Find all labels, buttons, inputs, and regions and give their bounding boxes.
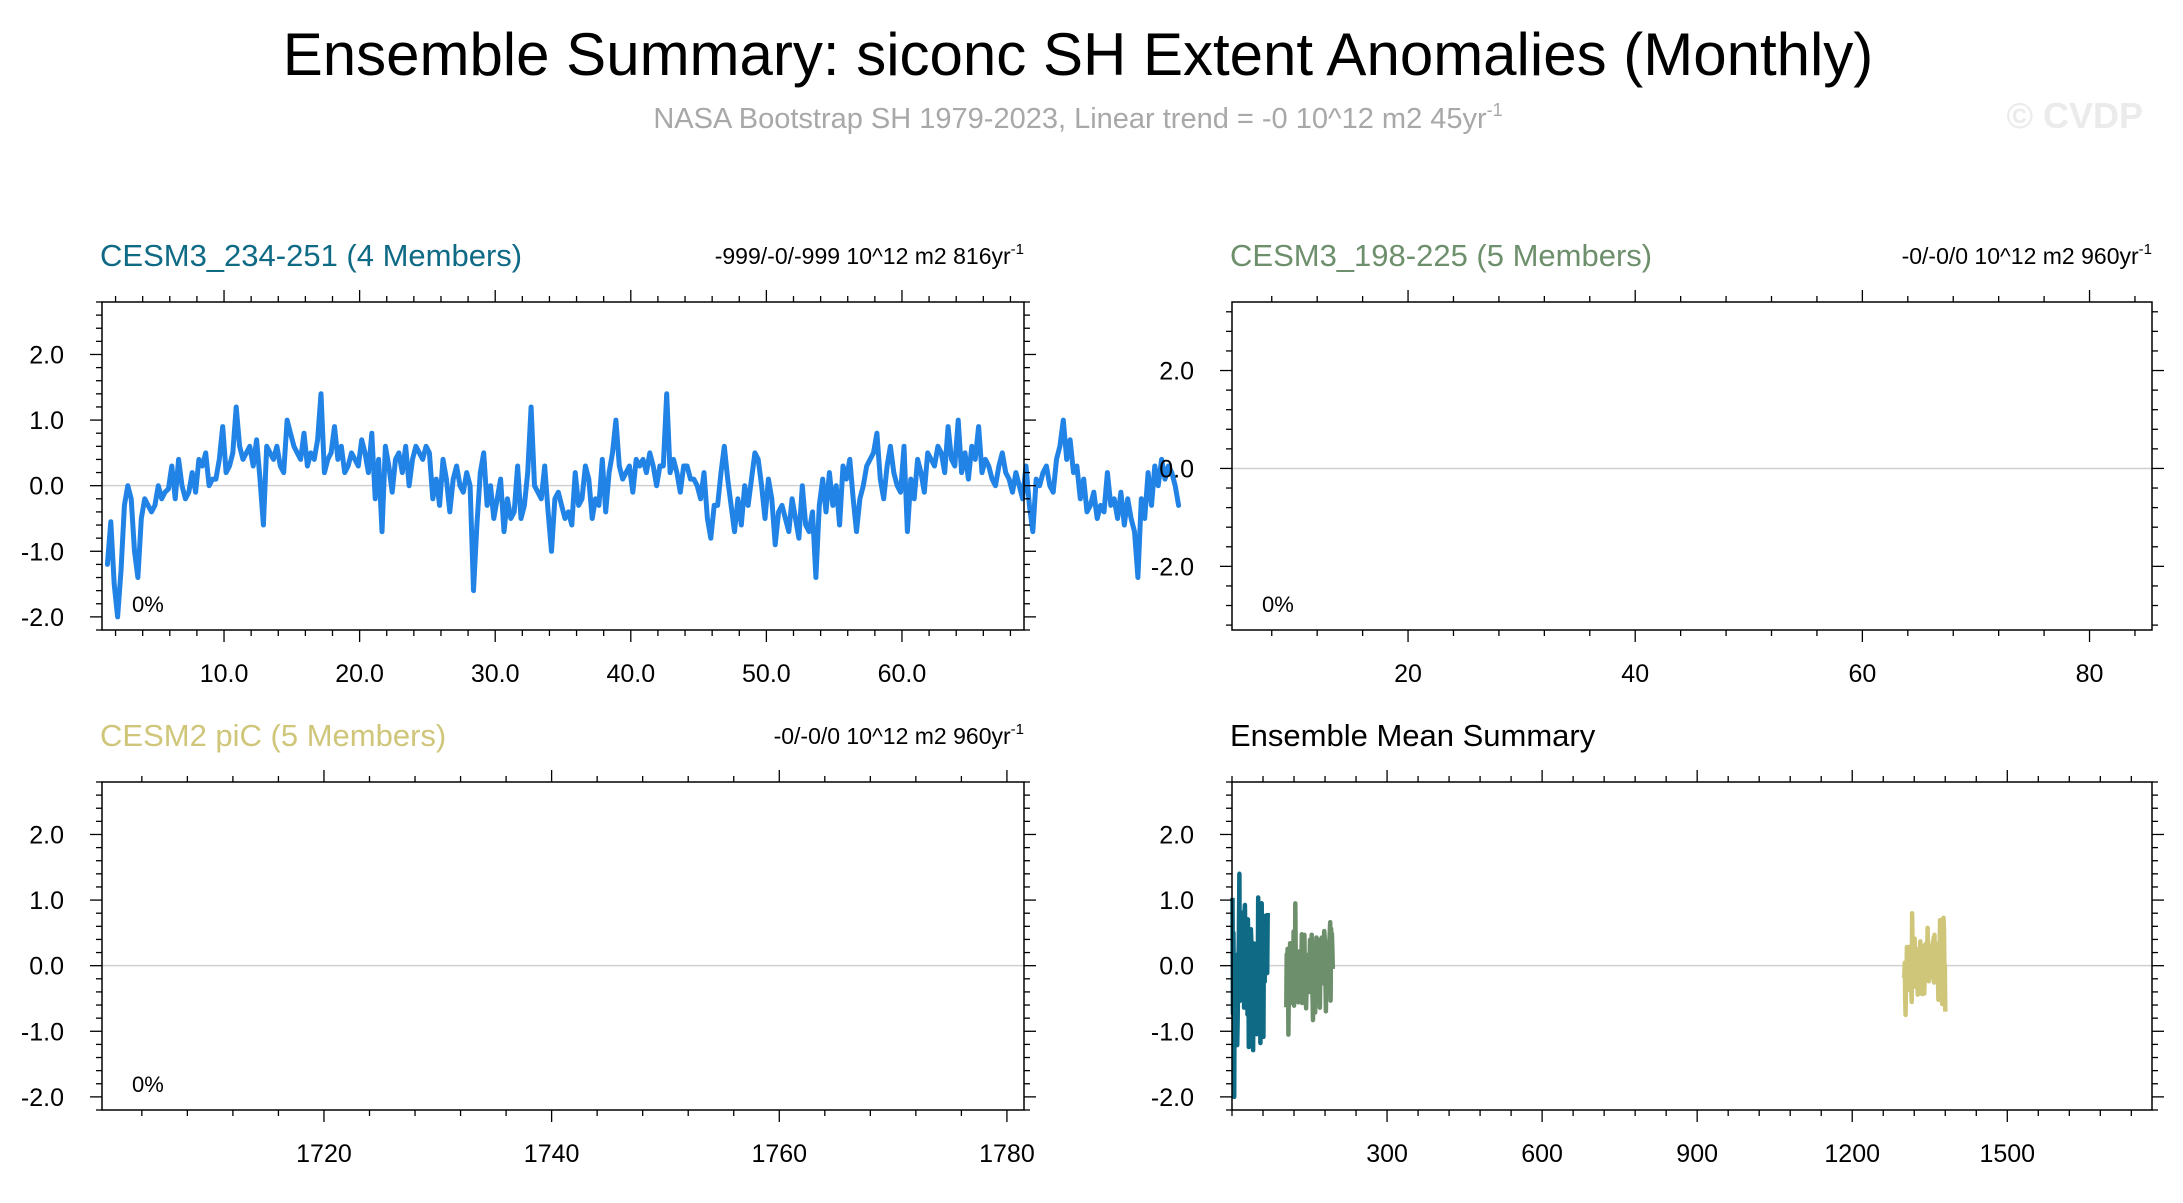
cesm3-198-225-trend-label: -0/-0/0 10^12 m2 960yr-1 xyxy=(1902,241,2152,269)
ensemble-mean-ytick-label: -2.0 xyxy=(1151,1084,1194,1112)
cesm2-pic-plot-frame xyxy=(101,781,1025,1111)
cesm3-234-251-trend-label: -999/-0/-999 10^12 m2 816yr-1 xyxy=(715,241,1024,269)
cesm2-pic-ytick-label: -2.0 xyxy=(21,1084,64,1112)
cesm3-198-225-trend-text: -0/-0/0 10^12 m2 960yr xyxy=(1902,243,2139,269)
cesm3-198-225-plot-frame xyxy=(1231,301,2153,631)
cesm3-198-225-ytick-label: 2.0 xyxy=(1159,358,1194,386)
cesm3-234-251-trend-text: -999/-0/-999 10^12 m2 816yr xyxy=(715,243,1011,269)
cesm3-198-225-xtick-label: 40 xyxy=(1621,660,1649,688)
cesm2-pic-trend-sup: -1 xyxy=(1011,721,1024,738)
ensemble-mean-ytick-label: 0.0 xyxy=(1159,953,1194,981)
cesm3-234-251-percent-label: 0% xyxy=(132,592,164,617)
cesm3-198-225-trend-sup: -1 xyxy=(2139,241,2152,258)
ensemble-mean-plot-frame xyxy=(1231,781,2153,1111)
cesm3-234-251-title: CESM3_234-251 (4 Members) xyxy=(100,238,522,273)
cesm2-pic-xtick-label: 1740 xyxy=(524,1140,580,1168)
ensemble-mean-xtick-label: 1500 xyxy=(1979,1140,2035,1168)
figure-subtitle-sup: -1 xyxy=(1487,100,1503,120)
cesm3-198-225-xtick-label: 60 xyxy=(1848,660,1876,688)
cesm2-pic-panel: 1720 1740 1760 1780 -2.0 -1.0 0.0 1.0 2.0 CESM2 p… xyxy=(21,718,1036,1168)
cesm3-198-225-xtick-label: 80 xyxy=(2076,660,2104,688)
ensemble-mean-xtick-label: 600 xyxy=(1521,1140,1563,1168)
cesm2-pic-ytick-label: 2.0 xyxy=(29,821,64,849)
ensemble-mean-series-1-line xyxy=(1284,901,1336,1037)
cesm2-pic-title: CESM2 piC (5 Members) xyxy=(100,718,446,753)
cesm3-198-225-ytick-label: 0.0 xyxy=(1159,455,1194,483)
cesm3-234-251-ytick-label: 2.0 xyxy=(29,341,64,369)
cesm2-pic-trend-text: -0/-0/0 10^12 m2 960yr xyxy=(774,723,1011,749)
figure-subtitle-text: NASA Bootstrap SH 1979-2023, Linear tren… xyxy=(653,103,1487,135)
cesm3-234-251-ytick-label: 1.0 xyxy=(29,407,64,435)
cvdp-watermark: © CVDP xyxy=(2006,95,2143,136)
cesm3-198-225-title: CESM3_198-225 (5 Members) xyxy=(1230,238,1652,273)
cesm3-234-251-xtick-label: 30.0 xyxy=(471,660,520,688)
cesm3-234-251-xtick-label: 20.0 xyxy=(335,660,384,688)
cesm3-234-251-xtick-label: 50.0 xyxy=(742,660,791,688)
panel-grid: 10.0 20.0 30.0 40.0 50.0 60.0 -2.0 -1.0 0.0 1.0 2.… xyxy=(21,238,2164,1168)
cesm2-pic-ytick-label: -1.0 xyxy=(21,1018,64,1046)
ensemble-mean-series-0-line xyxy=(1230,871,1270,1100)
cesm3-198-225-percent-label: 0% xyxy=(1262,592,1294,617)
ensemble-mean-xtick-label: 1200 xyxy=(1824,1140,1880,1168)
cesm3-234-251-plot-frame xyxy=(101,301,1025,631)
ensemble-mean-panel: 300 600 900 1200 1500 -2.0 -1.0 0.0 1.0 2.0 Ensemb… xyxy=(1151,718,2164,1168)
cesm3-234-251-xtick-label: 60.0 xyxy=(878,660,927,688)
ensemble-mean-xtick-label: 900 xyxy=(1676,1140,1718,1168)
cesm3-234-251-ytick-label: 0.0 xyxy=(29,473,64,501)
cesm2-pic-ytick-label: 0.0 xyxy=(29,953,64,981)
ensemble-mean-ytick-label: 2.0 xyxy=(1159,821,1194,849)
cesm2-pic-ytick-label: 1.0 xyxy=(29,887,64,915)
cesm3-234-251-xtick-label: 10.0 xyxy=(200,660,249,688)
cesm2-pic-xtick-label: 1760 xyxy=(751,1140,807,1168)
ensemble-mean-xtick-label: 300 xyxy=(1366,1140,1408,1168)
cesm3-234-251-ytick-label: -1.0 xyxy=(21,538,64,566)
cesm2-pic-xtick-label: 1720 xyxy=(296,1140,352,1168)
cesm3-198-225-ytick-label: -2.0 xyxy=(1151,553,1194,581)
figure-title: Ensemble Summary: siconc SH Extent Anoma… xyxy=(283,21,1874,88)
cesm3-234-251-trend-sup: -1 xyxy=(1011,241,1024,258)
cesm3-198-225-xtick-label: 20 xyxy=(1394,660,1422,688)
ensemble-mean-title: Ensemble Mean Summary xyxy=(1230,718,1596,753)
ensemble-mean-ytick-label: -1.0 xyxy=(1151,1018,1194,1046)
cesm3-234-251-ytick-label: -2.0 xyxy=(21,604,64,632)
ensemble-mean-series-2-line xyxy=(1901,910,1948,1018)
ensemble-mean-ytick-label: 1.0 xyxy=(1159,887,1194,915)
cesm3-234-251-xtick-label: 40.0 xyxy=(606,660,655,688)
cesm2-pic-percent-label: 0% xyxy=(132,1072,164,1097)
cesm2-pic-xtick-label: 1780 xyxy=(979,1140,1035,1168)
cesm3-234-251-panel: 10.0 20.0 30.0 40.0 50.0 60.0 -2.0 -1.0 0.0 1.0 2.… xyxy=(21,238,1182,688)
cesm3-234-251-series-line xyxy=(104,391,1182,620)
figure-subtitle: NASA Bootstrap SH 1979-2023, Linear tren… xyxy=(653,100,1502,135)
cesm2-pic-trend-label: -0/-0/0 10^12 m2 960yr-1 xyxy=(774,721,1024,749)
cesm3-198-225-panel: 20 40 60 80 -2.0 0.0 2.0 CESM3_198-225 (5 Membe… xyxy=(1151,238,2164,688)
